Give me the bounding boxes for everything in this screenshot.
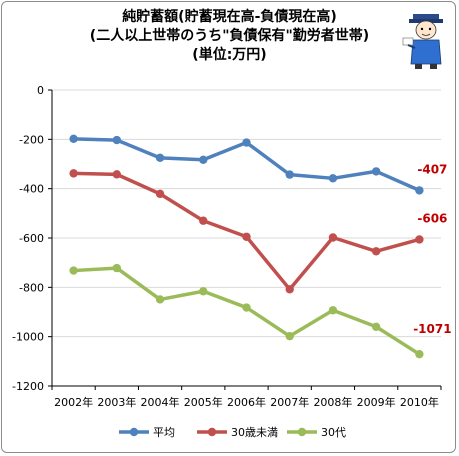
y-tick-label: -1200 — [12, 380, 44, 393]
series-1-point — [199, 155, 208, 165]
series-3-point — [112, 263, 122, 273]
y-tick-label: -200 — [19, 133, 44, 146]
series-1-point — [112, 135, 122, 145]
chart-title-line-1: 純貯蓄額(貯蓄現在高-負債現在高) — [122, 9, 337, 25]
axis-layer: 0 -200 -400 -600 -800 -1000 -1200 2002年 2003年 200… — [12, 84, 442, 409]
chart-title-line-2: (二人以上世帯のうち"負債保有"勤労者世帯) — [89, 28, 370, 44]
chart-title: 純貯蓄額(貯蓄現在高-負債現在高) (二人以上世帯のうち"負債保有"勤労者世帯)… — [0, 8, 459, 65]
series-2-point — [371, 247, 381, 256]
series-2-point — [328, 233, 338, 242]
legend-marker-2 — [207, 427, 217, 437]
label-layer: -407 -606 -1071 — [413, 162, 451, 336]
y-tick-label: 0 — [37, 84, 44, 97]
x-tick-label: 2002年 — [54, 395, 93, 409]
x-tick-label: 2005年 — [184, 395, 223, 409]
legend-label-2: 30歳未満 — [231, 426, 278, 439]
series-3-point — [242, 303, 251, 312]
x-tick-label: 2006年 — [227, 395, 266, 409]
series-1-point — [328, 174, 338, 183]
x-tick-label: 2008年 — [313, 395, 352, 409]
y-tick-label: -1000 — [12, 331, 44, 344]
series-3-point — [69, 266, 78, 275]
series-3-point — [415, 349, 424, 359]
series-1-point — [371, 167, 381, 176]
series-2-point — [415, 235, 424, 244]
y-tick-label: -400 — [19, 183, 44, 196]
series-1-point — [69, 134, 78, 144]
series-layer — [69, 134, 424, 359]
series-2-point — [199, 216, 208, 225]
series-2-point — [242, 232, 251, 241]
series-2-point — [69, 169, 78, 178]
chart-title-line-3: (単位:万円) — [192, 47, 267, 63]
data-label-1: -407 — [417, 162, 447, 176]
x-tick-label: 2010年 — [400, 395, 439, 409]
series-2-point — [112, 170, 122, 179]
y-tick-label: -800 — [19, 281, 44, 294]
x-tick-label: 2003年 — [97, 395, 136, 409]
x-tick-label: 2009年 — [357, 395, 396, 409]
series-1-point — [415, 186, 424, 195]
series-3-point — [285, 331, 294, 341]
series-1-point — [155, 153, 165, 163]
series-3-point — [371, 322, 381, 331]
legend-marker-1 — [129, 427, 139, 437]
x-tick-label: 2007年 — [270, 395, 309, 409]
x-tick-label: 2004年 — [141, 395, 180, 409]
series-3-point — [199, 287, 208, 296]
data-label-3: -1071 — [413, 322, 451, 336]
legend-label-3: 30代 — [321, 426, 346, 439]
legend-label-1: 平均 — [153, 426, 175, 439]
data-label-2: -606 — [417, 211, 447, 225]
series-2-point — [155, 189, 165, 199]
legend-marker-3 — [297, 427, 307, 437]
series-1-point — [285, 170, 294, 179]
series-2-point — [285, 285, 294, 294]
legend-layer: 平均 30歳未満 30代 — [119, 426, 346, 439]
series-1-point — [242, 138, 251, 147]
y-tick-label: -600 — [19, 232, 44, 245]
series-line-2 — [73, 171, 420, 292]
series-3-point — [328, 306, 338, 315]
series-3-point — [155, 295, 165, 304]
